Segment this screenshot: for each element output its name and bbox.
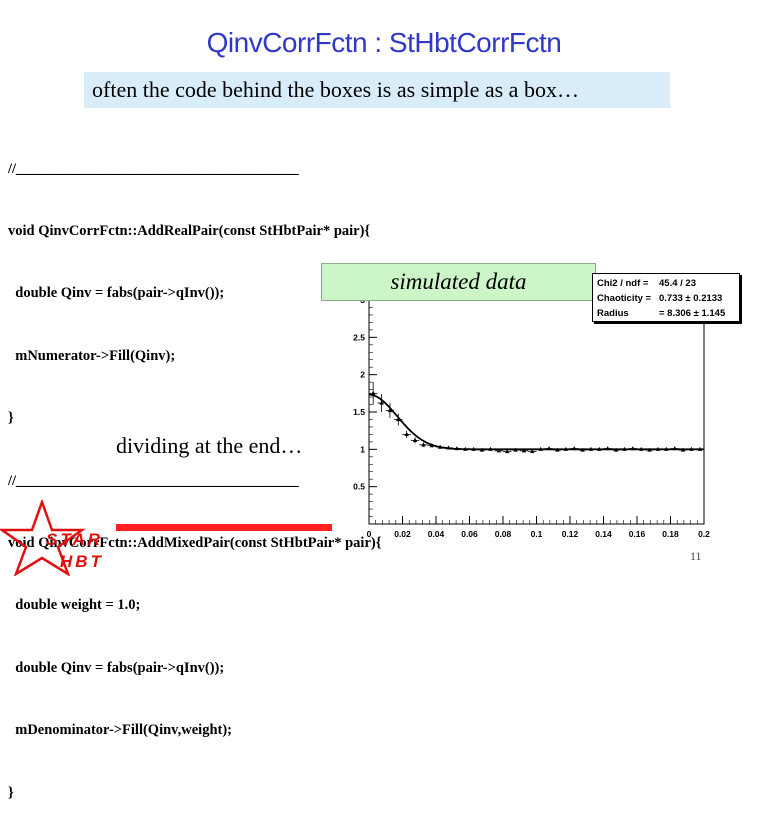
- data-point: [638, 446, 644, 451]
- x-tick-label: 0.06: [461, 529, 478, 539]
- stats-row-chaoticity: Chaoticity = 0.733 ± 0.2133: [597, 291, 735, 306]
- x-tick-label: 0.08: [495, 529, 512, 539]
- data-point: [546, 446, 552, 451]
- correlation-plot: 0 0.02 0.04 0.06 0.08 0.1 0.12 0.14 0.16 0.18 0.2 0…: [353, 295, 710, 539]
- stats-row-chi2: Chi2 / ndf = 45.4 / 23: [597, 276, 735, 291]
- data-point: [404, 431, 409, 436]
- data-point: [571, 446, 577, 451]
- code-line: mDenominator->Fill(Qinv,weight);: [8, 722, 232, 739]
- code-line: double Qinv = fabs(pair->qInv());: [8, 659, 225, 676]
- star-hbt-logo: [0, 500, 86, 576]
- x-tick-label: 0.02: [394, 529, 411, 539]
- data-point: [580, 447, 585, 452]
- x-tick-label: 0.18: [662, 529, 679, 539]
- y-tick-label: 2: [360, 370, 365, 380]
- code-line: }: [8, 784, 14, 801]
- data-point: [513, 447, 518, 452]
- fit-stats-box: Chi2 / ndf = 45.4 / 23 Chaoticity = 0.73…: [592, 273, 740, 322]
- fit-curve: [368, 393, 704, 451]
- x-tick-label: 0.16: [629, 529, 646, 539]
- data-point: [412, 437, 418, 442]
- y-tick-label: 1.5: [353, 407, 365, 417]
- x-tick-label: 0: [367, 529, 372, 539]
- data-point: [387, 408, 393, 413]
- plot-frame: [368, 299, 705, 525]
- data-point: [429, 443, 435, 448]
- stats-value: 0.733 ± 0.2133: [659, 293, 723, 304]
- x-tick-label: 0.1: [531, 529, 543, 539]
- code-line: //______________________________________…: [8, 160, 299, 177]
- data-point: [689, 446, 694, 451]
- data-point: [597, 446, 602, 451]
- data-point: [664, 446, 669, 451]
- code-line: }: [8, 410, 14, 427]
- data-point: [563, 446, 569, 451]
- code-line: void QinvCorrFctn::AddRealPair(const StH…: [8, 222, 371, 239]
- code-line: //______________________________________…: [8, 472, 299, 489]
- logo-text-hbt: HBT: [60, 552, 104, 571]
- simulated-data-label: simulated data: [321, 263, 596, 301]
- data-point: [555, 447, 560, 452]
- data-point: [622, 446, 627, 451]
- data-point: [379, 400, 384, 405]
- subtitle-box: often the code behind the boxes is as si…: [84, 72, 670, 108]
- data-point: [463, 446, 468, 451]
- data-point: [454, 446, 460, 451]
- y-tick-label: 0.5: [353, 482, 365, 492]
- x-tick-label: 0.04: [428, 529, 445, 539]
- data-point: [680, 447, 686, 452]
- data-point: [396, 416, 401, 422]
- stats-label: Radius: [597, 308, 629, 319]
- y-tick-label: 1: [360, 444, 365, 454]
- code-line: mNumerator->Fill(Qinv);: [8, 347, 176, 364]
- data-point: [488, 446, 493, 451]
- stats-value: 45.4 / 23: [659, 278, 696, 289]
- data-point: [479, 447, 485, 452]
- stats-row-radius: Radius = 8.306 ± 1.145: [597, 306, 735, 321]
- data-point: [672, 446, 677, 451]
- data-point: [437, 444, 443, 449]
- data-point: [697, 446, 703, 451]
- data-point: [446, 445, 451, 450]
- x-tick-label: 0.14: [595, 529, 612, 539]
- data-point: [647, 447, 652, 452]
- data-point: [630, 446, 636, 451]
- data-point: [613, 447, 619, 452]
- data-point: [370, 390, 376, 395]
- code-line: double Qinv = fabs(pair->qInv());: [8, 285, 225, 302]
- code-line: double weight = 1.0;: [8, 597, 141, 614]
- slide-title: QinvCorrFctn : StHbtCorrFctn: [206, 27, 562, 58]
- data-point: [605, 446, 610, 451]
- data-point: [538, 446, 543, 451]
- x-tick-label: 0.12: [562, 529, 579, 539]
- star-outline-icon: [0, 500, 86, 576]
- red-divider-bar: [116, 524, 332, 531]
- data-point: [496, 448, 502, 453]
- data-point: [521, 448, 527, 453]
- stats-value: = 8.306 ± 1.145: [659, 308, 726, 319]
- stats-label: Chaoticity =: [597, 293, 652, 304]
- data-point: [588, 446, 594, 451]
- data-point: [421, 442, 426, 447]
- page-number: 11: [690, 549, 702, 563]
- dividing-text: dividing at the end…: [116, 433, 303, 458]
- x-tick-label: 0.2: [698, 529, 710, 539]
- subtitle-text: often the code behind the boxes is as si…: [92, 77, 579, 102]
- y-tick-label: 2.5: [353, 332, 365, 342]
- logo-text-star: STAR: [46, 530, 104, 549]
- data-point: [655, 446, 661, 451]
- data-point: [530, 449, 535, 454]
- data-point: [504, 449, 510, 454]
- stats-label: Chi2 / ndf =: [597, 278, 649, 289]
- data-point: [471, 446, 476, 451]
